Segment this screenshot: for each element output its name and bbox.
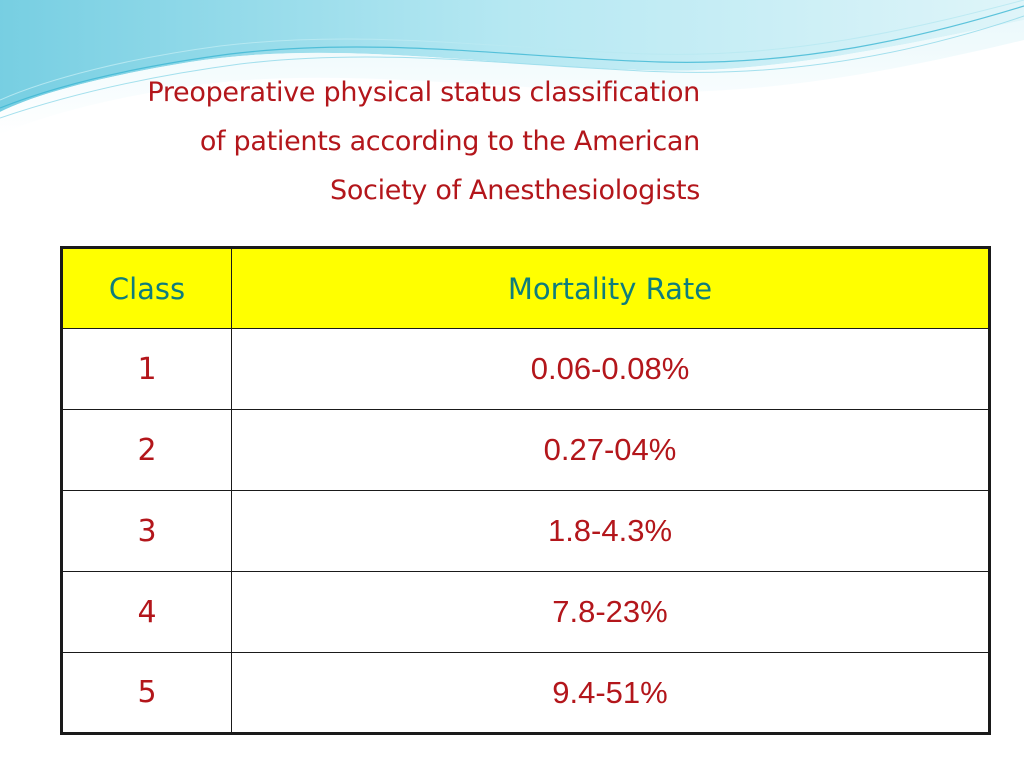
class-cell: 1 — [61, 328, 232, 410]
column-header-mortality-rate: Mortality Rate — [231, 247, 990, 329]
class-cell: 5 — [61, 652, 232, 734]
slide-title-line: Society of Anesthesiologists — [329, 175, 700, 206]
table-row: 2 0.27-04% — [61, 409, 990, 491]
mortality-rate-cell: 7.8-23% — [231, 571, 990, 653]
table-row: 3 1.8-4.3% — [61, 490, 990, 572]
slide-title: Preoperative physical status classificat… — [30, 68, 700, 215]
table-header-row: Class Mortality Rate — [61, 247, 990, 329]
class-cell: 4 — [61, 571, 232, 653]
mortality-rate-cell: 1.8-4.3% — [231, 490, 990, 572]
class-cell: 3 — [61, 490, 232, 572]
mortality-rate-table: Class Mortality Rate 1 0.06-0.08% 2 0.27… — [60, 246, 991, 735]
table-row: 1 0.06-0.08% — [61, 328, 990, 410]
slide-title-line: Preoperative physical status classificat… — [147, 77, 700, 108]
table-row: 5 9.4-51% — [61, 652, 990, 734]
mortality-rate-cell: 0.06-0.08% — [231, 328, 990, 410]
class-cell: 2 — [61, 409, 232, 491]
slide-title-line: of patients according to the American — [199, 126, 700, 157]
column-header-class: Class — [61, 247, 232, 329]
mortality-rate-cell: 9.4-51% — [231, 652, 990, 734]
table-row: 4 7.8-23% — [61, 571, 990, 653]
mortality-rate-cell: 0.27-04% — [231, 409, 990, 491]
